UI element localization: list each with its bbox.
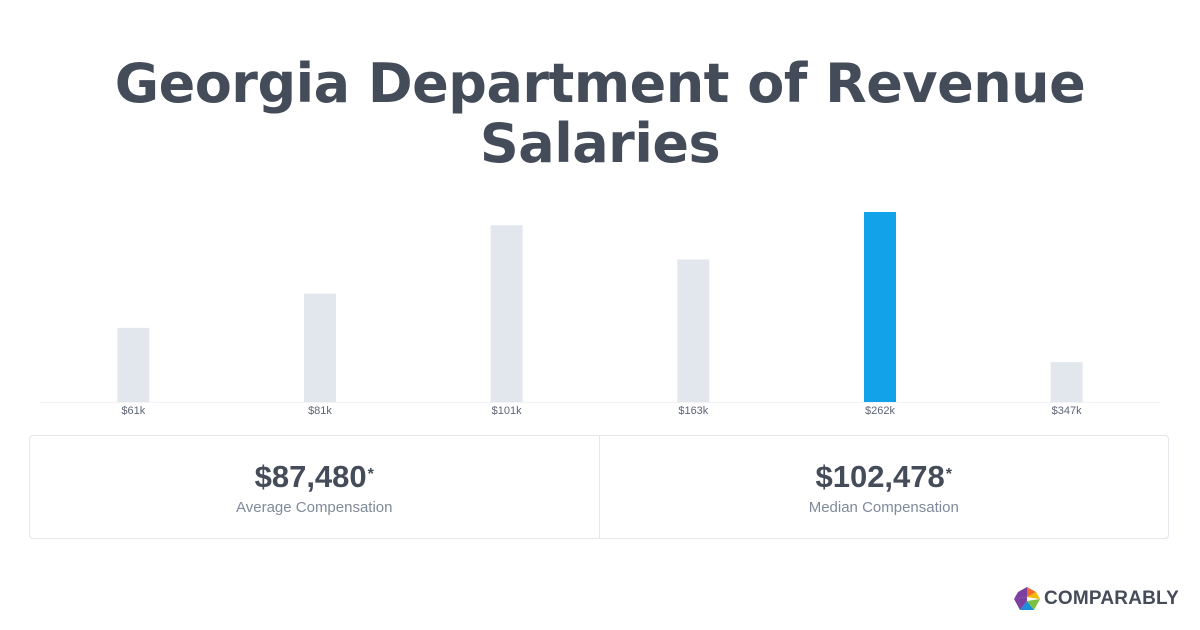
average-asterisk: * [367, 465, 374, 483]
salary-bar-chart: $61k $81k $101k $163k $262k $347k [40, 212, 1160, 417]
x-tick-label-1: $81k [308, 405, 332, 417]
average-compensation-value: $87,480* [254, 458, 374, 494]
bar-5 [1050, 362, 1083, 402]
bar-2 [490, 225, 523, 402]
x-tick-label-3: $163k [678, 405, 708, 417]
median-compensation-label: Median Compensation [808, 498, 959, 516]
page-title: Georgia Department of Revenue Salaries [0, 54, 1200, 174]
average-compensation-card: $87,480* Average Compensation [30, 436, 599, 538]
median-compensation-value: $102,478* [815, 458, 953, 494]
x-tick-label-0: $61k [121, 405, 145, 417]
bar-0 [117, 327, 150, 402]
median-asterisk: * [945, 465, 953, 483]
x-tick-label-5: $347k [1052, 405, 1082, 417]
bar-1 [304, 293, 336, 402]
x-tick-label-4: $262k [865, 405, 895, 417]
average-compensation-label: Average Compensation [236, 498, 393, 516]
page-title-line-2: Salaries [479, 112, 721, 175]
comparably-wordmark: COMPARABLY [1043, 588, 1179, 609]
median-compensation-card: $102,478* Median Compensation [598, 436, 1169, 538]
x-tick-label-2: $101k [492, 405, 522, 417]
compensation-summary: $87,480* Average Compensation $102,478* … [29, 435, 1169, 539]
page-title-line-1: Georgia Department of Revenue [114, 52, 1086, 115]
comparably-logo[interactable]: COMPARABLY [1013, 587, 1179, 611]
bar-4 [864, 212, 896, 402]
comparably-logo-icon [1013, 587, 1040, 610]
bar-3 [677, 259, 710, 402]
